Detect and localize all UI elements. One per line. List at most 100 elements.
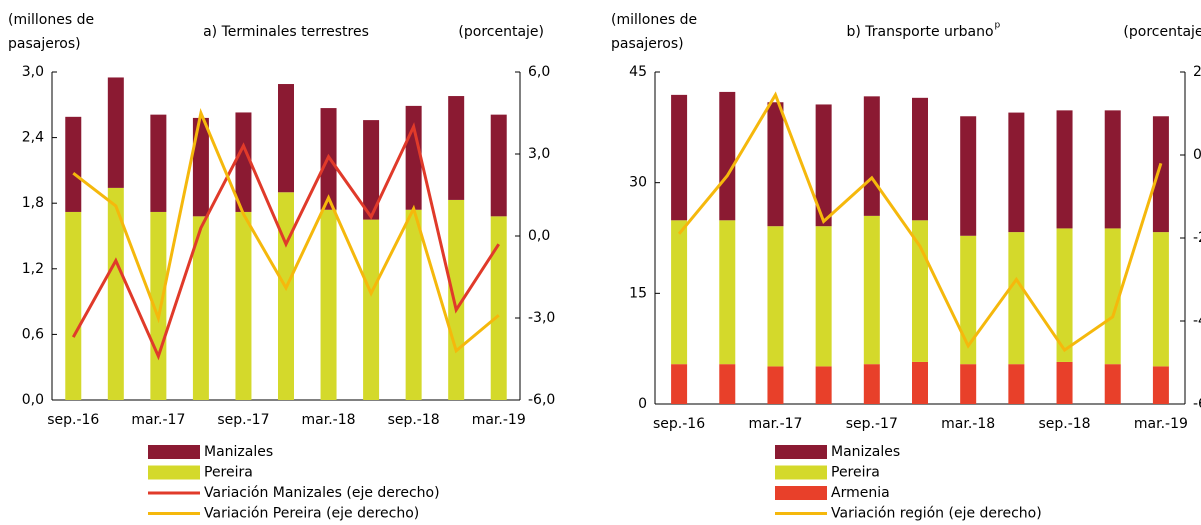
bar-segment	[278, 84, 294, 193]
y-axis-label: (millones de	[611, 12, 697, 28]
y2-axis-label: (porcentaje)	[1123, 24, 1201, 40]
line-series	[72, 107, 500, 354]
legend-swatch	[148, 445, 200, 459]
x-tick-label: mar.-18	[302, 412, 356, 428]
bar-segment	[671, 220, 688, 365]
y-axis-label: pasajeros)	[8, 36, 81, 52]
y-tick-label: 0,0	[22, 392, 44, 408]
legend-swatch	[148, 465, 200, 480]
bar-segment	[235, 112, 252, 212]
y2-tick-label: 2,0	[1193, 64, 1201, 80]
y2-tick-label: -6,0	[528, 392, 555, 408]
bar-segment	[1152, 116, 1169, 233]
bar-segment	[767, 102, 784, 227]
legend-label: Pereira	[204, 465, 253, 481]
bar-segment	[1152, 366, 1169, 404]
bar-segment	[150, 211, 167, 400]
y-tick-label: 15	[629, 285, 647, 301]
bar-segment	[1152, 232, 1169, 367]
title-superscript: p	[995, 21, 1001, 31]
line-series	[71, 122, 500, 361]
legend-label: Manizales	[204, 444, 273, 460]
bar-segment	[192, 216, 209, 400]
legend-label: Armenia	[831, 485, 890, 501]
bar-segment	[960, 116, 977, 236]
bar-segment	[863, 215, 880, 365]
bar-segment	[1104, 110, 1121, 229]
x-tick-label: mar.-17	[748, 416, 802, 432]
bar-segment	[671, 364, 688, 404]
y2-tick-label: 0,0	[528, 228, 550, 244]
x-tick-label: sep.-16	[653, 416, 705, 432]
y-tick-label: 45	[629, 64, 647, 80]
bar-segment	[65, 211, 82, 400]
bar-segment	[719, 364, 736, 404]
bar-segment	[65, 116, 82, 212]
bar-segment	[1056, 228, 1073, 362]
legend-label: Pereira	[831, 465, 880, 481]
y2-axis-label: (porcentaje)	[458, 24, 544, 40]
y-axis-label: pasajeros)	[611, 36, 684, 52]
bar-segment	[1104, 364, 1121, 404]
y2-tick-label: 0,0	[1193, 147, 1201, 163]
bar-segment	[107, 77, 124, 188]
legend-swatch	[775, 445, 827, 459]
bar-segment	[192, 117, 209, 217]
bar-segment	[320, 209, 337, 400]
bar-segment	[815, 366, 832, 404]
bar-segment	[767, 226, 784, 367]
bar-segment	[1008, 364, 1025, 404]
bar-segment	[960, 235, 977, 365]
x-tick-label: sep.-17	[846, 416, 898, 432]
legend-label: Variación región (eje derecho)	[831, 506, 1042, 522]
bar-segment	[405, 105, 422, 210]
y2-tick-label: -3,0	[528, 310, 555, 326]
x-tick-label: mar.-17	[131, 412, 185, 428]
bar-segment	[150, 114, 167, 212]
bar-segment	[1008, 232, 1025, 365]
legend-swatch	[775, 465, 827, 480]
bar-segment	[448, 199, 465, 400]
bar-segment	[719, 220, 736, 365]
y2-tick-label: -2,0	[1193, 230, 1201, 246]
line-series	[677, 91, 1163, 353]
y-tick-label: 0,6	[22, 326, 44, 342]
y2-tick-label: -6,0	[1193, 396, 1201, 412]
x-tick-label: sep.-18	[1038, 416, 1090, 432]
y-axis-label: (millones de	[8, 12, 94, 28]
x-tick-label: sep.-18	[388, 412, 440, 428]
bar-segment	[863, 364, 880, 404]
bar-segment	[405, 209, 422, 400]
y2-tick-label: 3,0	[528, 146, 550, 162]
x-tick-label: sep.-17	[217, 412, 269, 428]
y-tick-label: 30	[629, 175, 647, 191]
y2-tick-label: 6,0	[528, 64, 550, 80]
bar-segment	[235, 211, 252, 400]
bar-segment	[960, 364, 977, 404]
bar-segment	[719, 91, 736, 221]
bar-segment	[912, 361, 928, 404]
x-tick-label: sep.-16	[47, 412, 99, 428]
bar-segment	[490, 216, 507, 400]
legend-swatch	[775, 486, 827, 500]
bar-segment	[767, 366, 784, 404]
chart-title: a) Terminales terrestres	[203, 24, 369, 40]
x-tick-label: mar.-19	[1134, 416, 1188, 432]
bar-segment	[912, 220, 928, 362]
bar-segment	[278, 192, 294, 400]
x-tick-label: mar.-18	[941, 416, 995, 432]
bar-segment	[1104, 228, 1121, 365]
bar-segment	[490, 114, 507, 217]
legend-label: Variación Manizales (eje derecho)	[204, 485, 440, 501]
bar-segment	[448, 96, 465, 200]
y-tick-label: 2,4	[22, 130, 44, 146]
bar-segment	[1008, 112, 1025, 233]
x-tick-label: mar.-19	[472, 412, 526, 428]
legend-label: Manizales	[831, 444, 900, 460]
y-tick-label: 0	[638, 396, 647, 412]
bar-segment	[1056, 110, 1073, 229]
bar-segment	[815, 226, 832, 367]
bar-segment	[363, 120, 380, 220]
